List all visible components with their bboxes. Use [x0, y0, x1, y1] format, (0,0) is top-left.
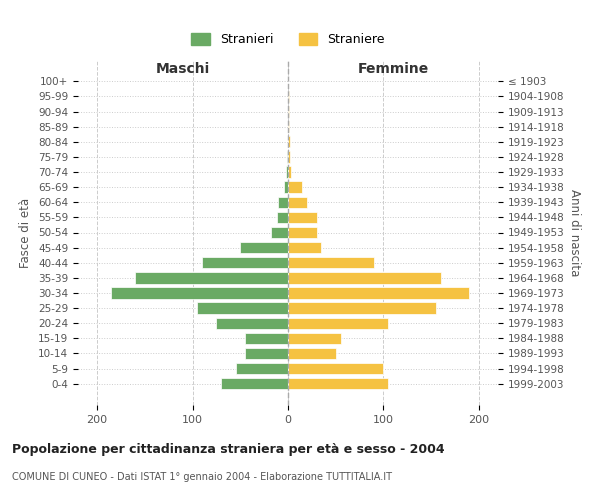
Bar — [288, 196, 307, 208]
Bar — [288, 348, 336, 359]
Text: Maschi: Maschi — [156, 62, 210, 76]
Text: Femmine: Femmine — [358, 62, 428, 76]
Bar — [197, 302, 288, 314]
Bar — [288, 212, 317, 223]
Text: Popolazione per cittadinanza straniera per età e sesso - 2004: Popolazione per cittadinanza straniera p… — [12, 442, 445, 456]
Bar — [288, 302, 436, 314]
Bar — [288, 91, 289, 102]
Y-axis label: Fasce di età: Fasce di età — [19, 198, 32, 268]
Legend: Stranieri, Straniere: Stranieri, Straniere — [186, 28, 390, 52]
Bar — [240, 242, 288, 254]
Bar — [288, 152, 290, 162]
Text: COMUNE DI CUNEO - Dati ISTAT 1° gennaio 2004 - Elaborazione TUTTITALIA.IT: COMUNE DI CUNEO - Dati ISTAT 1° gennaio … — [12, 472, 392, 482]
Bar — [288, 318, 388, 329]
Bar — [288, 136, 290, 147]
Bar — [288, 272, 441, 283]
Bar — [288, 288, 469, 298]
Bar — [245, 332, 288, 344]
Y-axis label: Anni di nascita: Anni di nascita — [568, 189, 581, 276]
Bar — [287, 152, 288, 162]
Bar — [288, 242, 322, 254]
Bar — [221, 378, 288, 390]
Bar — [135, 272, 288, 283]
Bar — [288, 363, 383, 374]
Bar — [235, 363, 288, 374]
Bar — [217, 318, 288, 329]
Bar — [288, 182, 302, 193]
Bar — [271, 227, 288, 238]
Bar — [288, 227, 317, 238]
Bar — [288, 257, 374, 268]
Bar — [277, 212, 288, 223]
Bar — [288, 332, 341, 344]
Bar — [288, 166, 291, 177]
Bar — [245, 348, 288, 359]
Bar — [288, 378, 388, 390]
Bar — [288, 121, 289, 132]
Bar — [202, 257, 288, 268]
Bar — [112, 288, 288, 298]
Bar — [288, 106, 289, 117]
Bar — [278, 196, 288, 208]
Bar — [286, 166, 288, 177]
Bar — [284, 182, 288, 193]
